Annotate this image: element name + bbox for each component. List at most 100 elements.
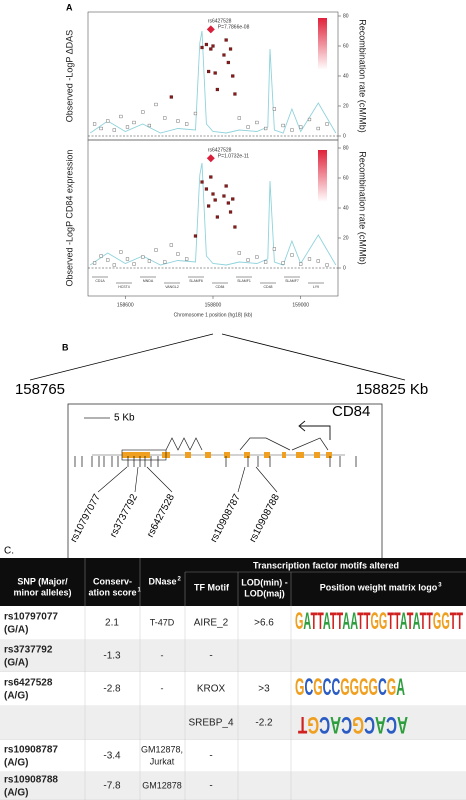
scale-label: 5 Kb (114, 413, 135, 424)
splice-arcs (165, 437, 329, 451)
snp-point (185, 257, 189, 261)
gene-name: SLAMF6 (189, 279, 203, 283)
snp-id: rs3737792 (4, 645, 53, 656)
exon (326, 452, 332, 458)
lod: >3 (258, 684, 270, 695)
snp-point (169, 95, 173, 99)
snp-label: rs10908787 (208, 492, 243, 544)
dnase: GM12878, (141, 744, 183, 754)
snp-point (224, 38, 228, 42)
table-header-bg (0, 558, 466, 606)
snp-id: rs10908788 (4, 775, 58, 786)
exon (314, 452, 320, 458)
snp-point (213, 71, 217, 75)
recombination-line (89, 30, 337, 134)
column-header: TF Motif (194, 582, 230, 592)
x-tick-label: 158600 (117, 302, 134, 308)
snp-point (147, 123, 152, 128)
snp-label: rs6427528 (145, 492, 177, 539)
dnase: T-47D (150, 617, 175, 627)
snp-point (233, 225, 237, 229)
group-header: Transcription factor motifs altered (253, 560, 399, 570)
conservation-score: -2.8 (103, 684, 121, 695)
x-tick-label: 158800 (205, 302, 222, 308)
table-row-bg (0, 706, 466, 740)
pwm-logo-text: GCGCCGGGGCGA (295, 674, 405, 701)
x-axis-label: Chromosome 1 position (hg18) (kb) (174, 312, 253, 318)
snp-point (264, 260, 268, 264)
lead-snp-name: rs6427528 (208, 148, 232, 154)
right-coord: 158825 Kb (356, 381, 429, 398)
lead-snp (206, 25, 215, 34)
r2-heat-bar (318, 150, 327, 202)
zoom-line (221, 333, 406, 381)
gene-name: SLAMF1 (237, 279, 251, 283)
dnase: GM12878 (142, 780, 182, 790)
snp-point (281, 123, 285, 128)
snp-point (99, 126, 103, 131)
snp-point (185, 122, 189, 126)
snp-label: rs10908788 (247, 492, 282, 544)
snp-point (163, 116, 167, 120)
conservation-score: 2.1 (105, 618, 119, 629)
y2-tick-label: 40 (343, 73, 349, 79)
exon (122, 452, 150, 458)
y2-tick-label: 20 (343, 103, 349, 109)
snp-point (147, 259, 152, 263)
snp-point (213, 198, 217, 202)
exon-box (121, 449, 167, 461)
snp-point (193, 234, 198, 238)
pwm-logo-text: ACACGCACGT (298, 711, 408, 738)
snp-point (125, 125, 130, 129)
snp-label: rs3737792 (108, 492, 140, 539)
snp-point (215, 215, 219, 219)
snp-point (119, 250, 123, 254)
x-tick-label: 159000 (292, 302, 309, 308)
snp-point (132, 120, 136, 125)
column-header: ation score (88, 587, 136, 597)
snp-point (119, 114, 123, 119)
snp-leader (97, 466, 128, 493)
column-header: LOD(min) - (241, 577, 288, 587)
r2-heat-bar (318, 18, 327, 70)
gene-name: CD1A (95, 279, 105, 283)
snp-label: rs10797077 (68, 492, 103, 544)
snp-point (132, 262, 136, 266)
snp-alleles: (G/A) (4, 625, 28, 636)
snp-point (299, 262, 303, 266)
snp-point (299, 125, 303, 129)
recombination-line (89, 162, 337, 266)
snp-point (237, 251, 241, 255)
pwm-logo: ACACGCACGT (298, 711, 408, 738)
snp-leader (146, 466, 173, 493)
lead-snp (206, 154, 215, 163)
snp-point (226, 201, 230, 205)
snp-point (231, 74, 235, 78)
snp-point (200, 45, 204, 50)
snp-point (106, 119, 110, 123)
y2-tick-label: 60 (343, 175, 349, 181)
snp-id: rs10797077 (4, 612, 58, 623)
snp-point (290, 253, 294, 257)
snp-point (204, 187, 209, 191)
snp-point (169, 243, 173, 247)
tf-motif: AIRE_2 (194, 618, 229, 629)
snp-point (141, 255, 145, 259)
left-coord: 158765 (15, 381, 65, 398)
snp-point (204, 42, 209, 47)
snp-point (106, 258, 110, 262)
snp-point (246, 125, 250, 129)
lead-snp-name: rs6427528 (208, 19, 232, 25)
snp-point (246, 258, 250, 262)
snp-point (211, 192, 215, 196)
lod: -2.2 (255, 718, 273, 729)
snp-point (307, 257, 312, 261)
snp-point (176, 119, 180, 123)
tss-arrow (298, 420, 331, 440)
snp-point (209, 47, 213, 51)
exon (244, 452, 250, 458)
column-header: LOD(maj) (244, 588, 285, 598)
plot-frame (87, 11, 339, 141)
snp-point (228, 47, 233, 51)
y2-tick-label: 60 (343, 43, 349, 49)
